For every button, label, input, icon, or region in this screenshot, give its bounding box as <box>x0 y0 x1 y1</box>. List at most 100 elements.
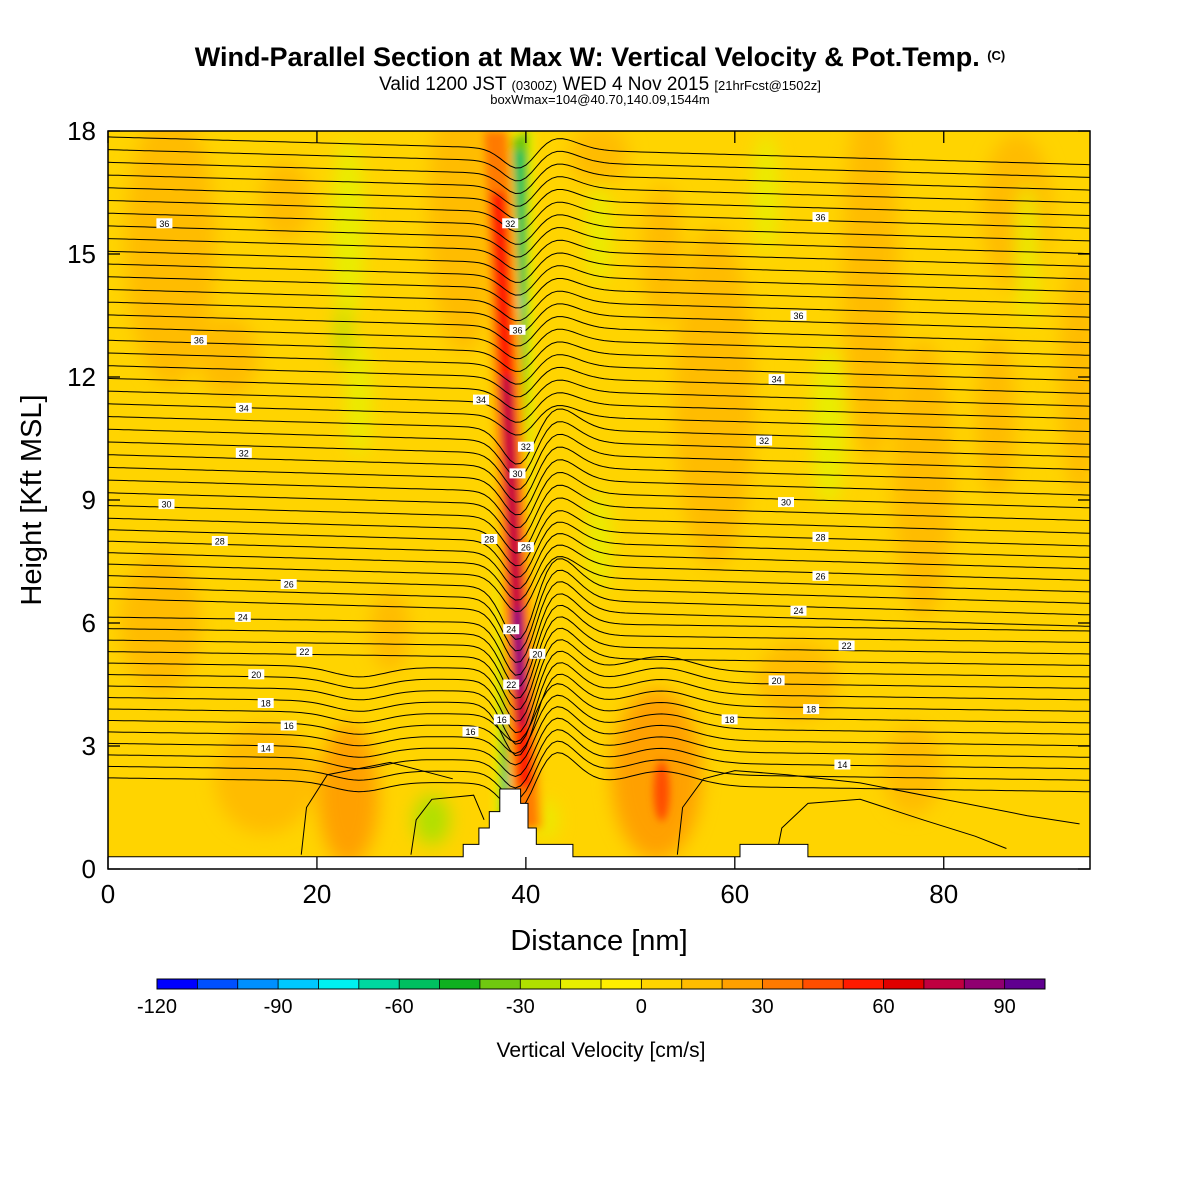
valid-zulu: (0300Z) <box>511 78 558 93</box>
isentrope-line <box>108 250 1090 283</box>
isentrope-label-text: 30 <box>161 500 171 510</box>
isentrope-line <box>108 593 1090 676</box>
isentrope-line <box>108 174 1090 207</box>
isentrope-label-text: 36 <box>159 219 169 229</box>
isentrope-line <box>108 187 1090 220</box>
colorbar-swatch <box>237 979 279 989</box>
y-tick-label: 3 <box>82 731 96 761</box>
isentrope-label-bg <box>462 726 479 737</box>
isentrope-label: 22 <box>296 646 313 657</box>
isentrope-label: 32 <box>517 441 534 452</box>
colorbar-swatch <box>681 979 723 989</box>
isentrope-label: 32 <box>756 435 773 446</box>
colorbar-swatch <box>601 979 642 989</box>
isentrope-line <box>108 471 1090 529</box>
terrain <box>107 788 1091 870</box>
isentrope-line <box>108 459 1090 516</box>
isentrope-label: 14 <box>257 743 274 754</box>
isentrope-label-bg <box>834 759 851 770</box>
velocity-blob <box>332 139 365 320</box>
isentrope-label-bg <box>156 218 173 229</box>
colorbar: -120 -90 -60 -30 0 30 60 90 Vertical Velocity [c… <box>137 978 1046 1062</box>
isentrope-label-text: 34 <box>239 403 249 413</box>
velocity-blob <box>214 723 315 834</box>
isentrope-label-bg <box>280 579 297 589</box>
isentrope-label-text: 26 <box>284 580 294 590</box>
isentrope-label-text: 24 <box>238 612 248 622</box>
isentrope-line <box>108 544 1090 601</box>
isentrope-label: 36 <box>190 335 207 346</box>
isentrope-label-bg <box>529 648 546 659</box>
colorbar-tick-label: -90 <box>264 996 293 1018</box>
velocity-blob <box>587 183 611 284</box>
isentrope-label-bg <box>517 441 534 452</box>
x-tick-label: 80 <box>929 879 958 909</box>
colorbar-swatch <box>318 979 360 989</box>
isentrope-line <box>108 706 1090 766</box>
isentrope-line <box>108 694 1090 755</box>
isentrope-label-bg <box>803 704 820 715</box>
isentrope-line <box>108 650 1090 734</box>
terrain-profile <box>107 788 1091 870</box>
velocity-blob <box>337 306 350 366</box>
velocity-blob <box>120 553 201 693</box>
velocity-blob <box>754 132 779 253</box>
isentrope-label-bg <box>503 624 520 635</box>
isentrope-label-bg <box>234 611 251 622</box>
y-tick-label: 0 <box>82 854 96 884</box>
updraft-band <box>516 623 522 681</box>
isentrope-line <box>108 604 1090 688</box>
isentrope-label-text: 34 <box>476 395 486 405</box>
isentrope-line <box>108 497 1090 554</box>
isentrope-line <box>410 794 485 855</box>
chart-title: Wind-Parallel Section at Max W: Vertical… <box>0 42 1200 73</box>
isentrope-label: 28 <box>812 531 829 542</box>
isentrope-label-bg <box>790 605 807 616</box>
isentrope-label-bg <box>257 698 274 708</box>
isentrope-line <box>108 510 1090 567</box>
isentrope-label-bg <box>481 534 498 544</box>
isentrope-label-text: 20 <box>772 676 782 686</box>
isentrope-label: 26 <box>812 570 829 581</box>
isentrope-label: 16 <box>462 726 479 737</box>
velocity-blob <box>975 338 1016 498</box>
isentrope-label-bg <box>812 570 829 581</box>
isentrope-label: 34 <box>768 374 785 385</box>
colorbar-swatch <box>278 979 319 989</box>
copyright-mark: (C) <box>987 48 1006 63</box>
isentrope-label: 32 <box>502 218 519 229</box>
colorbar-swatch <box>439 979 481 989</box>
isentrope-label-bg <box>509 468 526 479</box>
isentrope-label-bg <box>721 714 738 725</box>
isentrope-label: 28 <box>211 536 228 547</box>
colorbar-tick-label: -120 <box>137 996 177 1018</box>
isentrope-line <box>108 314 1090 347</box>
colorbar-swatch <box>883 979 925 989</box>
valid-date: WED 4 Nov 2015 <box>562 74 710 95</box>
velocity-blob <box>413 794 450 845</box>
isentrope-line <box>108 484 1090 541</box>
isentrope-label-text: 18 <box>261 699 271 709</box>
isentrope-line <box>108 365 1090 398</box>
isentrope-label-text: 16 <box>497 715 507 725</box>
isentrope-line <box>676 770 1080 855</box>
forecast-info: [21hrFcst@1502z] <box>714 78 821 93</box>
isentrope-label-text: 36 <box>194 336 204 346</box>
valid-prefix: Valid 1200 JST <box>379 74 507 95</box>
isentrope-label: 30 <box>158 499 175 510</box>
y-tick-label: 15 <box>67 239 96 269</box>
isentrope-line <box>108 288 1090 322</box>
colorbar-tick-label: 0 <box>636 996 647 1018</box>
isentrope-label-bg <box>517 542 534 553</box>
isentrope-line <box>108 683 1090 743</box>
isentrope-label: 36 <box>156 218 173 229</box>
isentrope-label-text: 32 <box>505 219 515 229</box>
isentrope-label-text: 22 <box>299 647 309 657</box>
isentrope-label-bg <box>257 743 274 753</box>
isentrope-label: 36 <box>509 324 526 335</box>
isentrope-line <box>108 327 1090 360</box>
colorbar-tick-label: 60 <box>872 996 894 1018</box>
colorbar-tick-label: 90 <box>994 996 1016 1018</box>
isentrope-label: 20 <box>529 648 546 659</box>
lee-updraft-core <box>653 761 670 822</box>
